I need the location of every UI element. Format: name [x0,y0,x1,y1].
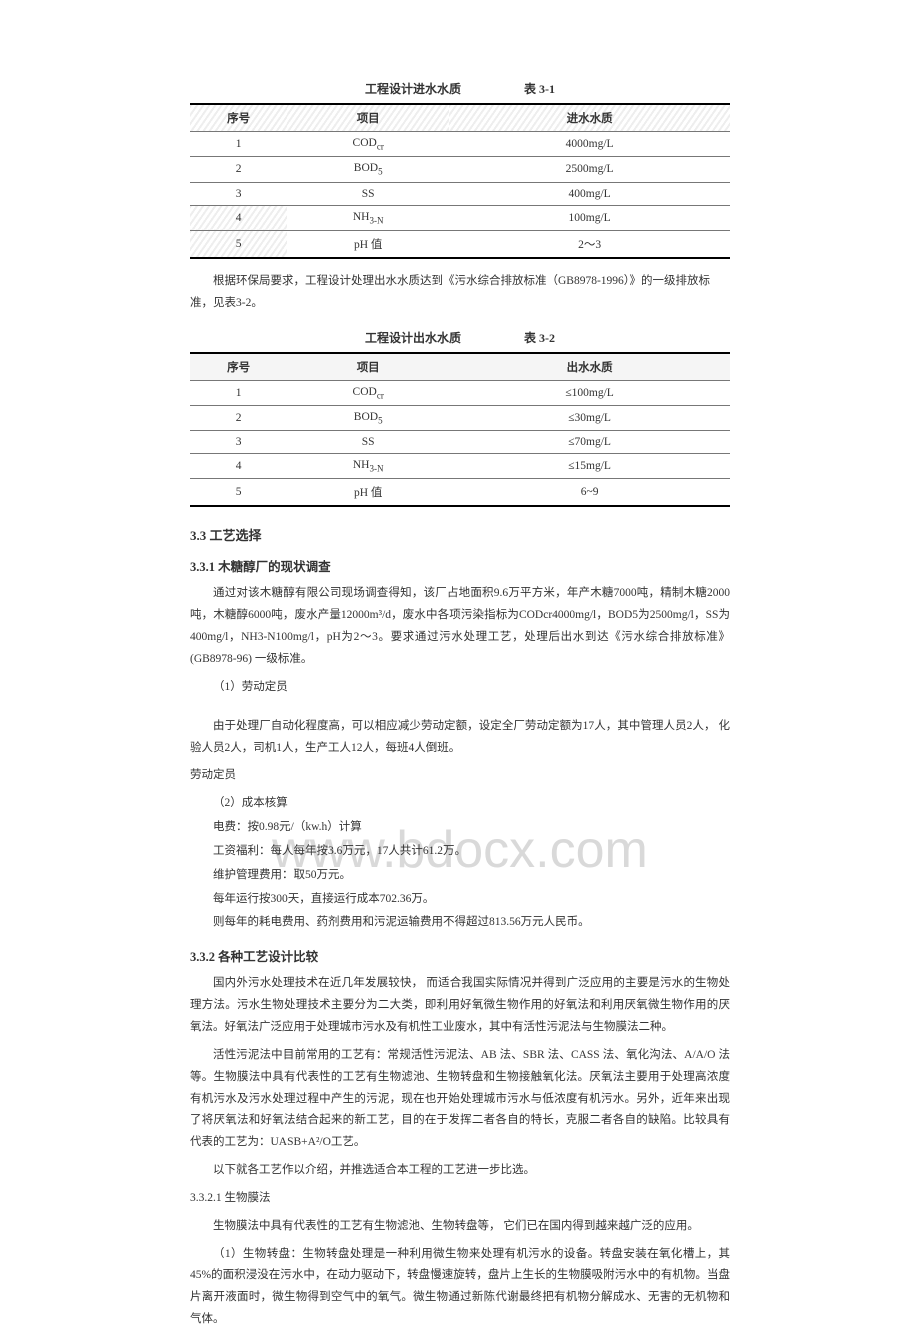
cost-line-4: 每年运行按300天，直接运行成本702.36万。 [190,889,730,911]
table-row: 3SS400mg/L [190,182,730,205]
table2-title: 工程设计出水水质 [365,329,461,346]
table-row: 4NH3-N100mg/L [190,205,730,230]
table-row: 1CODcr4000mg/L [190,132,730,157]
table-row: 4NH3-N≤15mg/L [190,454,730,479]
table1-title: 工程设计进水水质 [365,80,461,97]
heading-3-3-1: 3.3.1 木糖醇厂的现状调查 [190,556,730,575]
table-1: 序号 项目 进水水质 1CODcr4000mg/L 2BOD52500mg/L … [190,103,730,259]
table1-caption: 工程设计进水水质 表 3-1 [190,80,730,97]
t1-h2: 进水水质 [449,104,730,132]
label-labor: （1）劳动定员 [190,677,730,699]
para-biofilm-2: （1）生物转盘：生物转盘处理是一种利用微生物来处理有机污水的设备。转盘安装在氧化… [190,1244,730,1331]
para-compare-2: 活性污泥法中目前常用的工艺有：常规活性污泥法、AB 法、SBR 法、CASS 法… [190,1045,730,1154]
table-row: 3SS≤70mg/L [190,431,730,454]
t2-h0: 序号 [190,353,287,381]
para-compare-3: 以下就各工艺作以介绍，并推选适合本工程的工艺进一步比选。 [190,1160,730,1182]
para-biofilm-1: 生物膜法中具有代表性的工艺有生物滤池、生物转盘等， 它们已在国内得到越来越广泛的… [190,1216,730,1238]
heading-3-3-2: 3.3.2 各种工艺设计比较 [190,946,730,965]
table-row: 2BOD5≤30mg/L [190,405,730,430]
para-compare-1: 国内外污水处理技术在近几年发展较快， 而适合我国实际情况并得到广泛应用的主要是污… [190,973,730,1039]
heading-3-3: 3.3 工艺选择 [190,525,730,544]
para-labor-tail: 劳动定员 [190,765,730,787]
label-biofilm: 3.3.2.1 生物膜法 [190,1188,730,1210]
cost-line-3: 维护管理费用：取50万元。 [190,865,730,887]
cost-line-1: 电费：按0.98元/（kw.h）计算 [190,817,730,839]
t2-h2: 出水水质 [449,353,730,381]
t1-h1: 项目 [287,104,449,132]
cost-line-2: 工资福利：每人每年按3.6万元，17人共计61.2万。 [190,841,730,863]
table1-number: 表 3-1 [524,80,555,97]
table-2: 序号 项目 出水水质 1CODcr≤100mg/L 2BOD5≤30mg/L 3… [190,352,730,508]
table-row: 1CODcr≤100mg/L [190,380,730,405]
table-row: 5pH 值6~9 [190,479,730,507]
para-labor: 由于处理厂自动化程度高，可以相应减少劳动定额，设定全厂劳动定额为17人，其中管理… [190,716,730,760]
cost-line-5: 则每年的耗电费用、药剂费用和污泥运输费用不得超过813.56万元人民币。 [190,912,730,934]
para-survey: 通过对该木糖醇有限公司现场调查得知，该厂占地面积9.6万平方米，年产木糖7000… [190,583,730,670]
t1-h0: 序号 [190,104,287,132]
note-1: 根据环保局要求，工程设计处理出水水质达到《污水综合排放标准（GB8978-199… [190,271,730,315]
page-content: 工程设计进水水质 表 3-1 序号 项目 进水水质 1CODcr4000mg/L… [190,80,730,1331]
t2-h1: 项目 [287,353,449,381]
table-row: 2BOD52500mg/L [190,157,730,182]
table2-number: 表 3-2 [524,329,555,346]
label-cost: （2）成本核算 [190,793,730,815]
table2-caption: 工程设计出水水质 表 3-2 [190,329,730,346]
table-row: 5pH 值2～3 [190,230,730,258]
